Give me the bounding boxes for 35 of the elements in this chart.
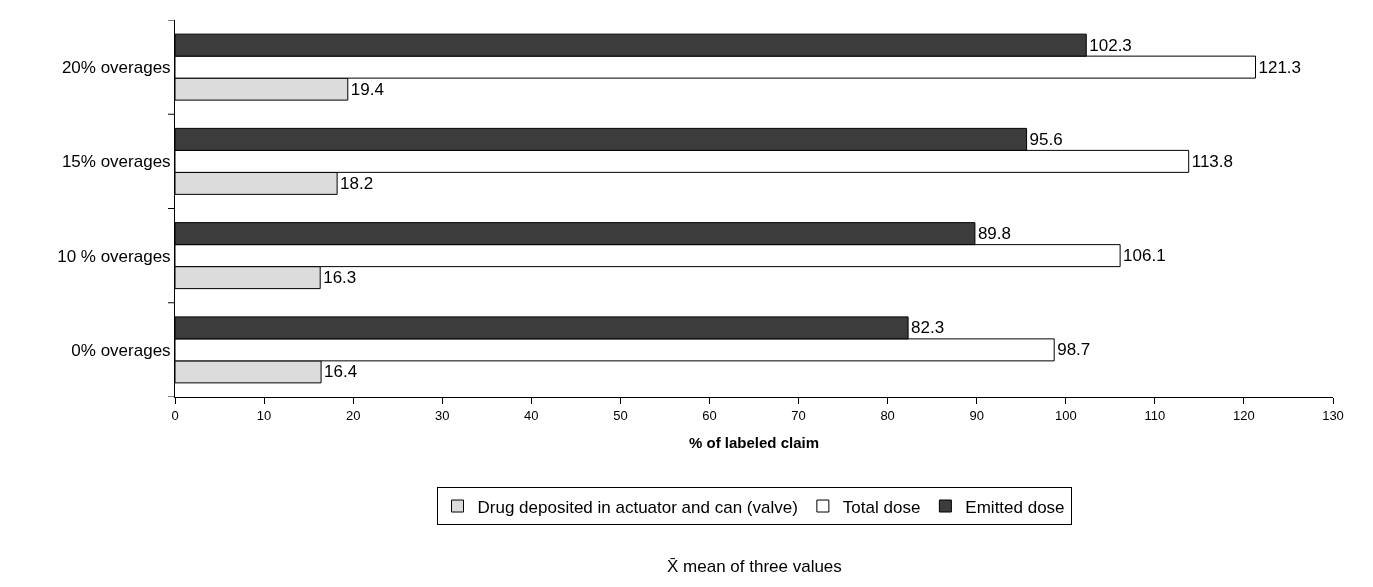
x-tick-label: 40 (524, 407, 539, 423)
x-tick-label: 50 (613, 407, 628, 423)
data-label: 98.7 (1057, 340, 1091, 360)
x-tick-label: 100 (1054, 407, 1077, 423)
data-label: 82.3 (911, 318, 945, 338)
x-tick-label: 110 (1144, 407, 1166, 423)
text: X̄ mean of three values (667, 557, 842, 576)
x-tick-label: 90 (969, 407, 984, 423)
data-label: 106.1 (1123, 246, 1166, 266)
legend-label: Total dose (842, 497, 921, 517)
x-tick-label: 0 (171, 407, 179, 423)
x-tick-label: 130 (1322, 407, 1344, 423)
data-label: 89.8 (977, 224, 1011, 244)
data-label: 113.8 (1191, 151, 1233, 171)
y-tick-label: 20% overages (61, 58, 171, 78)
y-tick-label: 0% overages (71, 340, 171, 360)
data-label: 102.3 (1089, 35, 1132, 55)
x-tick-label: 70 (791, 407, 806, 423)
data-label: 19.4 (350, 79, 384, 99)
legend-label: Emitted dose (965, 497, 1065, 517)
legend-label: Drug deposited in actuator and can (valve) (477, 497, 798, 517)
x-tick-label: 30 (435, 407, 450, 423)
x-tick-label: 120 (1233, 407, 1255, 423)
y-tick-label: 10 % overages (57, 246, 171, 266)
x-tick-label: 60 (702, 407, 717, 423)
data-label: 16.4 (324, 362, 358, 382)
data-label: 16.3 (323, 268, 357, 288)
x-tick-label: 20 (345, 407, 361, 423)
x-axis-title: % of labeled claim (688, 433, 820, 451)
x-tick-label: 80 (880, 407, 895, 423)
data-label: 95.6 (1029, 129, 1063, 149)
data-label: 121.3 (1258, 57, 1302, 77)
x-tick-label: 10 (256, 407, 272, 423)
y-tick-label: 15% overages (61, 152, 171, 172)
data-label: 18.2 (340, 173, 374, 193)
